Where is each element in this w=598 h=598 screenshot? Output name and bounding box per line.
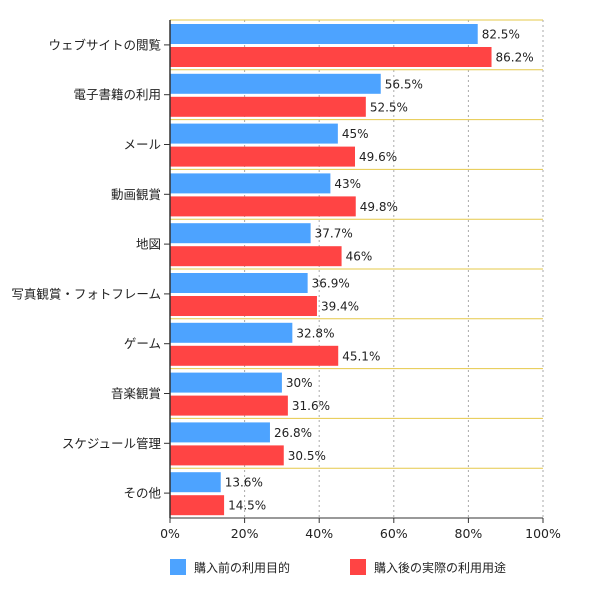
category-label: ウェブサイトの閲覧 (48, 37, 161, 52)
x-tick-label: 0% (160, 526, 180, 541)
legend-swatch (350, 559, 366, 575)
data-label: 26.8% (274, 426, 312, 440)
axes (164, 20, 544, 523)
data-label: 45.1% (342, 349, 380, 363)
category-label: 地図 (136, 237, 161, 252)
data-label: 56.5% (385, 77, 423, 91)
data-label: 46% (346, 250, 373, 264)
category-label: 写真観賞・フォトフレーム (11, 286, 161, 301)
bar-before (170, 24, 478, 44)
data-label: 52.5% (370, 100, 408, 114)
bar-before (170, 123, 338, 144)
legend-label: 購入前の利用目的 (194, 560, 290, 575)
bar-after (170, 345, 339, 366)
data-label: 30% (286, 376, 313, 390)
category-label: 音楽観賞 (111, 386, 161, 401)
category-label: その他 (123, 486, 161, 501)
data-label: 45% (342, 127, 369, 141)
bar-after (170, 395, 288, 416)
data-label: 32.8% (296, 326, 334, 340)
legend-label: 購入後の実際の利用用途 (374, 560, 506, 575)
data-label: 82.5% (482, 28, 520, 42)
category-label: 電子書籍の利用 (73, 87, 161, 102)
legend-swatch (170, 559, 186, 575)
data-label: 14.5% (228, 499, 266, 513)
bar-after (170, 495, 225, 516)
data-label: 39.4% (321, 300, 359, 314)
bar-before (170, 322, 293, 343)
x-tick-label: 20% (231, 526, 259, 541)
bar-after (170, 47, 492, 67)
data-label: 30.5% (288, 449, 326, 463)
bar-before (170, 223, 311, 244)
bar-before (170, 173, 331, 194)
x-tick-label: 40% (305, 526, 333, 541)
legend: 購入前の利用目的 購入後の実際の利用用途 (170, 559, 506, 575)
data-label: 49.8% (360, 200, 398, 214)
data-label: 31.6% (292, 399, 330, 413)
data-label: 43% (334, 177, 361, 191)
bar-after (170, 246, 342, 267)
bar-after (170, 146, 356, 167)
x-tick-label: 100% (525, 526, 561, 541)
data-label: 13.6% (225, 476, 263, 490)
category-label: ゲーム (124, 336, 161, 351)
bar-after (170, 196, 356, 217)
category-label: メール (123, 137, 161, 152)
bar-before (170, 273, 308, 293)
bar-before (170, 472, 221, 493)
bar-after (170, 96, 366, 117)
bar-after (170, 296, 317, 316)
x-tick-label: 80% (455, 526, 483, 541)
data-label: 49.6% (359, 150, 397, 164)
category-label: 動画観賞 (111, 187, 161, 202)
bar-before (170, 73, 381, 94)
data-label: 36.9% (312, 277, 350, 291)
data-label: 37.7% (315, 227, 353, 241)
x-tick-label: 60% (380, 526, 408, 541)
labels: 0% 20% 40% 60% 80% 100% 82.5% 86.2% ウェブサイトの閲覧 56.… (11, 28, 561, 542)
bars (170, 24, 492, 516)
category-label: スケジュール管理 (62, 436, 162, 451)
data-label: 86.2% (496, 51, 534, 65)
bar-before (170, 372, 282, 393)
category-separators (170, 19, 543, 519)
bar-before (170, 422, 270, 443)
bar-after (170, 445, 284, 466)
